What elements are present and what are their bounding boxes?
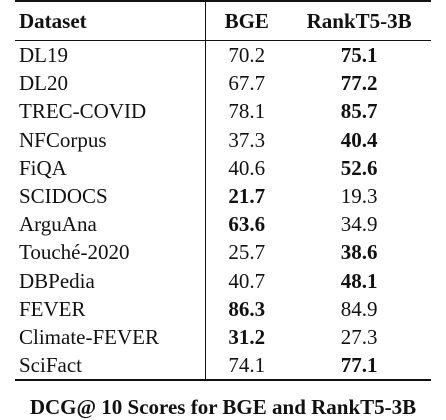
header-dataset: Dataset xyxy=(15,0,206,41)
dataset-cell: DL19 xyxy=(19,43,68,68)
table-row: ArguAna 63.6 34.9 xyxy=(15,210,431,239)
table-header: Dataset BGE RankT5-3B xyxy=(15,0,431,41)
dataset-cell: ArguAna xyxy=(19,212,97,237)
bge-score-cell: 78.1 xyxy=(205,97,288,126)
bge-score-cell: 86.3 xyxy=(205,294,288,323)
table-row: FiQA 40.6 52.6 xyxy=(15,153,431,182)
rankt5-score-cell: 77.2 xyxy=(340,71,378,96)
results-table-container: Dataset BGE RankT5-3B DL19 70.2 75.1 DL20 67… xyxy=(15,0,431,382)
table-row: FEVER 86.3 84.9 xyxy=(15,294,431,323)
bge-score-cell: 40.6 xyxy=(205,153,288,182)
rankt5-score-cell: 85.7 xyxy=(340,99,378,124)
table-row: Climate-FEVER 31.2 27.3 xyxy=(15,322,431,352)
bge-score-cell: 67.7 xyxy=(205,69,288,98)
table-caption: DCG@ 10 Scores for BGE and RankT5-3B xyxy=(29,395,417,419)
bge-score-cell: 25.7 xyxy=(205,238,288,267)
dataset-cell: FiQA xyxy=(19,155,67,180)
table-row: DL19 70.2 75.1 xyxy=(15,40,431,70)
rankt5-score-cell: 40.4 xyxy=(340,127,378,152)
dataset-cell: TREC-COVID xyxy=(19,99,147,124)
header-bge: BGE xyxy=(205,0,288,41)
rankt5-score-cell: 48.1 xyxy=(340,268,378,293)
dataset-cell: NFCorpus xyxy=(19,127,107,152)
table-row: SciFact 74.1 77.1 xyxy=(15,351,431,382)
table-row: DBPedia 40.7 48.1 xyxy=(15,266,431,295)
bge-score-cell: 63.6 xyxy=(205,210,288,239)
bge-score-cell: 40.7 xyxy=(205,266,288,295)
dataset-cell: DL20 xyxy=(19,71,68,96)
table-row: SCIDOCS 21.7 19.3 xyxy=(15,181,431,211)
table-body: DL19 70.2 75.1 DL20 67.7 77.2 TREC-COVID 78.1 85… xyxy=(15,40,431,382)
bge-score-cell: 31.2 xyxy=(205,322,288,352)
rankt5-score-cell: 34.9 xyxy=(340,212,378,237)
bge-score-cell: 74.1 xyxy=(205,351,288,382)
results-table: Dataset BGE RankT5-3B DL19 70.2 75.1 DL20 67… xyxy=(15,0,431,382)
rankt5-score-cell: 84.9 xyxy=(340,296,378,321)
table-row: NFCorpus 37.3 40.4 xyxy=(15,125,431,154)
table-row: TREC-COVID 78.1 85.7 xyxy=(15,97,431,126)
dataset-cell: Climate-FEVER xyxy=(19,324,159,349)
dataset-cell: FEVER xyxy=(19,296,86,321)
table-row: DL20 67.7 77.2 xyxy=(15,69,431,98)
dataset-cell: DBPedia xyxy=(19,268,95,293)
rankt5-score-cell: 75.1 xyxy=(340,43,378,68)
dataset-cell: SCIDOCS xyxy=(19,184,108,209)
header-row: Dataset BGE RankT5-3B xyxy=(15,0,431,41)
bge-score-cell: 70.2 xyxy=(205,40,288,70)
rankt5-score-cell: 52.6 xyxy=(340,155,378,180)
rankt5-score-cell: 38.6 xyxy=(340,240,378,265)
bge-score-cell: 37.3 xyxy=(205,125,288,154)
dataset-cell: SciFact xyxy=(15,351,206,382)
dataset-cell: Touché-2020 xyxy=(19,240,130,265)
rankt5-score-cell: 19.3 xyxy=(340,184,378,209)
header-rankt5: RankT5-3B xyxy=(287,0,431,41)
rankt5-score-cell: 77.1 xyxy=(287,351,431,382)
table-row: Touché-2020 25.7 38.6 xyxy=(15,238,431,267)
bge-score-cell: 21.7 xyxy=(205,181,288,211)
rankt5-score-cell: 27.3 xyxy=(340,324,378,349)
